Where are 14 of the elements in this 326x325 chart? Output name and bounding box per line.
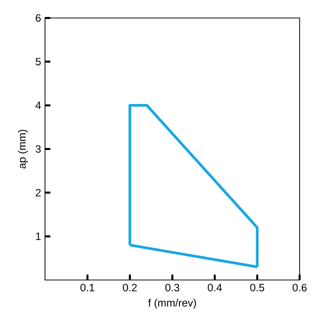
x-axis-title: f (mm/rev) bbox=[148, 298, 196, 309]
x-tick-label: 0.2 bbox=[122, 284, 137, 292]
x-tick-label: 0.3 bbox=[165, 284, 180, 292]
x-tick-label: 0.6 bbox=[292, 284, 307, 292]
y-tick-label: 6 bbox=[36, 14, 41, 22]
y-tick-label: 1 bbox=[36, 232, 41, 240]
y-axis-title: ap (mm) bbox=[18, 130, 28, 168]
y-tick-label: 5 bbox=[36, 58, 41, 66]
y-tick-label: 3 bbox=[36, 145, 41, 153]
x-tick-label: 0.4 bbox=[208, 284, 222, 292]
x-tick-label: 0.5 bbox=[250, 284, 264, 292]
y-tick-label: 4 bbox=[36, 102, 41, 109]
y-tick-label: 2 bbox=[36, 188, 41, 196]
x-tick-label: 0.1 bbox=[80, 284, 94, 292]
